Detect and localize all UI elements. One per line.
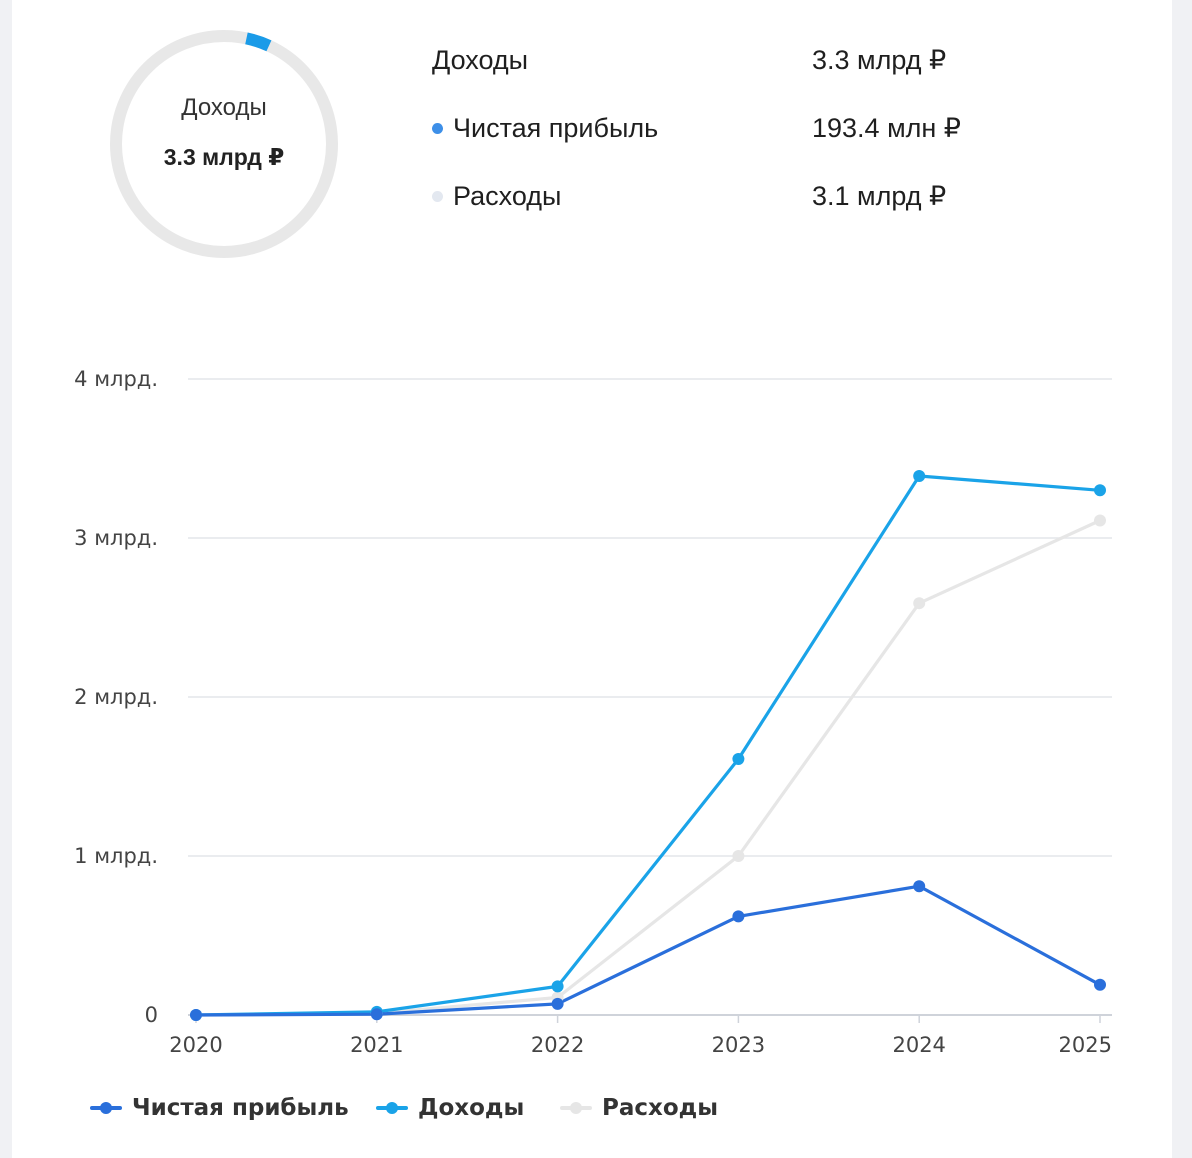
donut-track [110,30,338,258]
data-point [551,980,564,993]
line-marker-icon [90,1102,122,1114]
line-chart: 0 1 млрд. 2 млрд. 3 млрд. 4 млрд. 2020 2021 202… [74,367,1112,1057]
summary-value: 3.3 млрд ₽ [812,44,947,75]
series-line-2 [194,518,1102,1017]
x-tick-label: 2020 [169,1033,222,1057]
data-point [190,1009,202,1021]
donut-ring [110,30,338,258]
x-tick-label: 2024 [892,1033,945,1057]
x-tick-label: 2021 [350,1033,403,1057]
summary-value: 193.4 млн ₽ [812,112,961,143]
y-tick-label: 0 [145,1003,158,1027]
data-point [551,997,564,1010]
series-line-0 [194,884,1102,1017]
summary-label: Чистая прибыль [453,112,659,143]
line-marker-icon [560,1102,592,1114]
donut-value: 3.3 млрд ₽ [163,144,285,170]
data-point [732,753,745,766]
legend-label: Расходы [602,1095,719,1121]
income-donut-chart: Доходы 3.3 млрд ₽ [108,28,340,260]
legend-label: Доходы [418,1095,525,1121]
data-point [913,880,926,893]
y-tick-label: 1 млрд. [74,844,158,868]
data-point [913,469,926,482]
summary-label: Доходы [432,44,529,75]
legend-dot-icon [432,122,443,134]
legend-item-expenses[interactable]: Расходы [560,1090,718,1126]
line-marker-icon [376,1102,408,1114]
data-point [1094,514,1106,527]
data-point [732,850,745,862]
y-tick-label: 2 млрд. [74,685,158,709]
data-point [913,597,926,610]
legend-item-income[interactable]: Доходы [376,1090,524,1126]
y-tick-label: 3 млрд. [74,526,158,550]
data-point [732,910,745,923]
legend-label: Чистая прибыль [132,1095,349,1121]
data-point [1094,484,1106,497]
finance-card: Доходы 3.3 млрд ₽ Доходы 3.3 млрд ₽ Чист… [12,0,1172,1158]
legend-item-net-profit[interactable]: Чистая прибыль [90,1090,349,1126]
x-tick-label: 2025 [1059,1033,1112,1057]
donut-arc [110,30,338,258]
data-point [370,1008,383,1021]
series-line-1 [194,474,1102,1017]
data-point [1094,978,1106,991]
legend-dot-icon [432,190,443,202]
summary-value: 3.1 млрд ₽ [812,180,947,211]
summary-label: Расходы [453,180,562,211]
y-tick-label: 4 млрд. [74,367,158,391]
x-tick-label: 2022 [531,1033,584,1057]
summary-row-income: Доходы 3.3 млрд ₽ [432,40,1132,80]
summary-row-expenses: Расходы 3.1 млрд ₽ [432,176,1132,216]
donut-title: Доходы [181,94,267,121]
x-tick-label: 2023 [712,1033,765,1057]
summary-row-net-profit: Чистая прибыль 193.4 млн ₽ [432,108,1132,148]
